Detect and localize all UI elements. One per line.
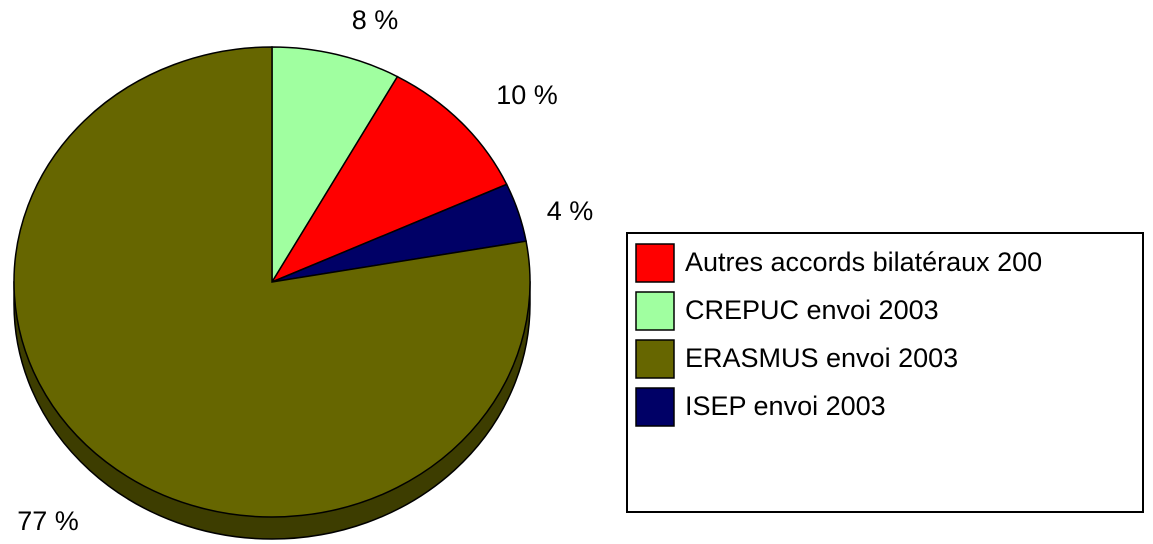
value-label: 77 %	[17, 506, 79, 536]
legend-swatch	[635, 243, 675, 283]
value-label: 4 %	[547, 196, 594, 226]
legend-swatch	[635, 339, 675, 379]
legend-label: ERASMUS envoi 2003	[685, 343, 958, 373]
legend: Autres accords bilatéraux 200 CREPUC envo…	[635, 243, 1042, 427]
legend-label: Autres accords bilatéraux 200	[685, 247, 1042, 277]
pie-slice	[13, 46, 531, 518]
pie-slice	[271, 46, 399, 285]
value-label: 8 %	[352, 5, 399, 35]
legend-swatch	[635, 387, 675, 427]
pie	[13, 46, 531, 540]
legend-box	[626, 232, 1144, 513]
legend-label: ISEP envoi 2003	[685, 391, 886, 421]
pie-slice	[270, 75, 508, 284]
value-label: 10 %	[496, 80, 558, 110]
legend-label: CREPUC envoi 2003	[685, 295, 939, 325]
legend-swatch	[635, 291, 675, 331]
